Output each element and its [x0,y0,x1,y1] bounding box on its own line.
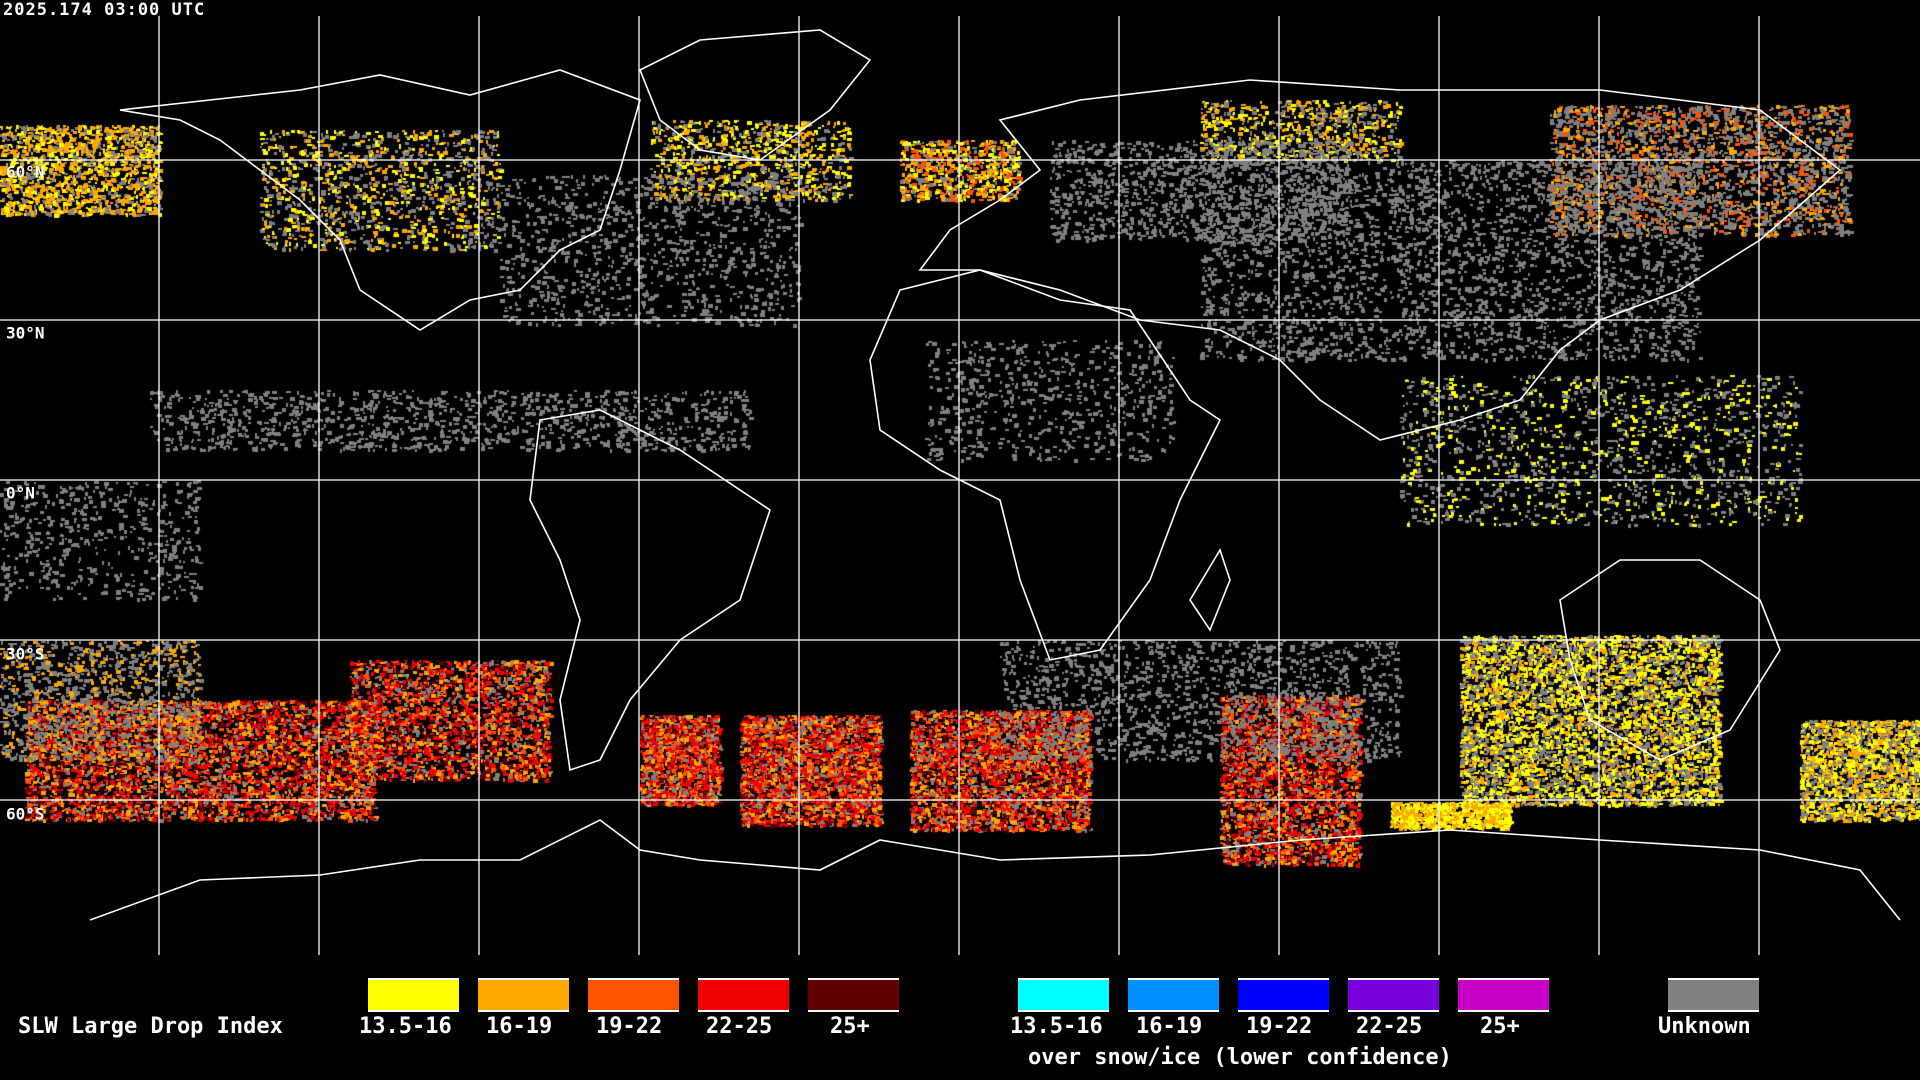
coastline [89,819,1901,921]
lat-label-30s: 30°S [6,644,45,664]
label-19-22: 19-22 [596,1014,663,1039]
coastline [119,69,641,331]
coastline [638,29,872,161]
timestamp: 2025.174 03:00 UTC [3,0,206,20]
snow-swatch-13-16 [1018,978,1109,1012]
lat-label-0n: 0°N [6,483,35,503]
map-grid [0,16,1920,955]
label-22-25: 22-25 [706,1014,773,1039]
legend: SLW Large Drop Index 13.5-16 16-19 19-22… [0,958,1920,1080]
swatch-13-16 [368,978,459,1012]
unknown-swatch [1668,978,1759,1012]
swatch-16-19 [478,978,569,1012]
world-map [0,0,1920,958]
snow-swatch-25plus [1458,978,1549,1012]
swatch-25plus [808,978,899,1012]
snow-swatch-22-25 [1348,978,1439,1012]
coastline [918,79,1842,441]
lat-label-60n: 60°N [6,162,45,182]
coastline [869,269,1222,661]
snow-swatch-16-19 [1128,978,1219,1012]
lat-label-30n: 30°N [6,323,45,343]
swatch-19-22 [588,978,679,1012]
label-16-19: 16-19 [486,1014,553,1039]
swatch-22-25 [698,978,789,1012]
coastline [1189,548,1231,632]
snow-label-13-16: 13.5-16 [1010,1014,1103,1039]
snow-label-22-25: 22-25 [1356,1014,1423,1039]
label-25plus: 25+ [830,1014,870,1039]
unknown-label: Unknown [1658,1014,1751,1039]
lat-label-60s: 60°S [6,804,45,824]
legend-title: SLW Large Drop Index [18,1014,283,1039]
snow-ice-caption: over snow/ice (lower confidence) [1028,1045,1452,1070]
label-13-16: 13.5-16 [359,1014,452,1039]
coastline [1559,559,1781,761]
snow-label-19-22: 19-22 [1246,1014,1313,1039]
snow-label-25plus: 25+ [1480,1014,1520,1039]
coastline [529,409,771,772]
snow-label-16-19: 16-19 [1136,1014,1203,1039]
snow-swatch-19-22 [1238,978,1329,1012]
